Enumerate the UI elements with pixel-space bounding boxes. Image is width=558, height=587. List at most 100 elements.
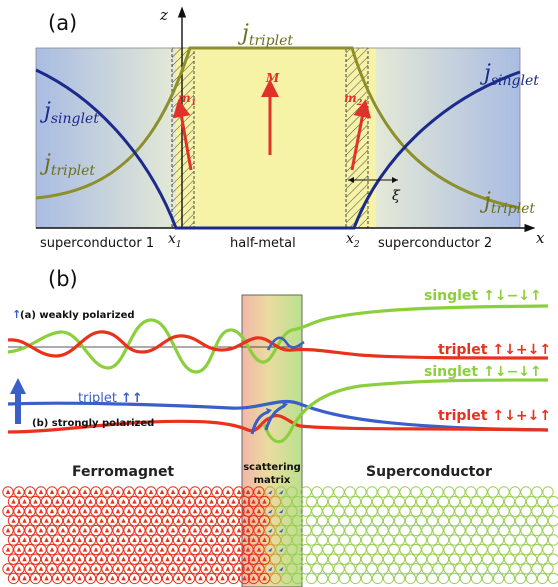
triplet-curve (35, 46, 521, 210)
spin-arrow-icon (262, 499, 267, 504)
ferro-atom (73, 515, 86, 527)
spin-arrow-icon (154, 556, 159, 562)
spin-arrow-icon (159, 547, 165, 552)
ferro-atom (101, 563, 113, 575)
spin-arrow-icon (55, 575, 60, 581)
spin-arrow-icon (49, 527, 55, 533)
sc-atom (344, 486, 356, 498)
spin-arrow-icon (279, 566, 284, 571)
ferro-atom (68, 505, 80, 517)
scattering-atom (275, 486, 287, 498)
ferro-atom (24, 524, 36, 537)
spin-arrow-icon (225, 489, 231, 494)
spin-arrow-icon (33, 518, 38, 523)
sc-atom (426, 515, 439, 527)
sc-atom (311, 486, 323, 498)
scattering-atom (269, 553, 282, 565)
ferro-atom (189, 486, 201, 498)
ferro-atom (194, 534, 207, 546)
spin-arrow-icon (214, 547, 220, 552)
spin-arrow-icon (22, 518, 27, 523)
sc-atom (437, 495, 450, 508)
ferro-atom (29, 572, 42, 585)
sc-atom (470, 572, 483, 585)
sc-atom (415, 534, 428, 546)
spin-arrow-icon (121, 518, 126, 523)
sc-atom (437, 515, 450, 527)
spin-arrow-icon (22, 556, 27, 562)
sc-atom (316, 515, 329, 527)
spin-arrow-icon (187, 518, 192, 523)
spin-arrow-icon (143, 575, 148, 581)
sc-atom (437, 553, 450, 565)
sc-atom (300, 486, 312, 498)
ferro-atom (216, 572, 229, 585)
scattering-atom (253, 505, 265, 517)
spin-arrow-icon (16, 547, 22, 552)
sc-atom (371, 553, 384, 565)
sc-atom (399, 505, 411, 517)
spin-arrow-icon (77, 537, 82, 542)
ferro-atom (62, 515, 75, 527)
sc-atom (360, 495, 373, 508)
ferro-atom (211, 505, 223, 517)
spin-arrow-icon (220, 499, 225, 504)
sc-atom (305, 495, 318, 508)
spin-arrow-icon (110, 518, 115, 523)
ferro-atom (150, 572, 163, 585)
spin-arrow-icon (181, 508, 187, 514)
ferro-atom (106, 534, 119, 546)
z-axis-label: z (159, 6, 168, 24)
ferro-atom (227, 495, 240, 508)
sc-atom (514, 534, 527, 546)
sc-atom (498, 563, 510, 575)
sc-atom (316, 553, 329, 565)
spin-arrow-icon (38, 547, 44, 552)
scattering-atom (291, 515, 304, 527)
ferro-atom (35, 543, 47, 556)
scattering-atom (242, 543, 254, 556)
ferro-atom (29, 553, 42, 565)
sc-atom (492, 572, 505, 585)
ferro-atom (29, 515, 42, 527)
ferro-atom (40, 495, 53, 508)
ferro-atom (7, 553, 20, 565)
ferro-atom (134, 505, 146, 517)
sc-atom (476, 563, 488, 575)
scattering-atom (247, 495, 260, 508)
ferro-atom (7, 515, 20, 527)
spin-arrow-icon (71, 547, 77, 552)
spin-arrow-icon (99, 556, 104, 562)
ferro-atom (156, 563, 168, 575)
sc-atom (470, 495, 483, 508)
sc-atom (355, 524, 367, 537)
sc-atom (536, 534, 549, 546)
spin-arrow-icon (192, 566, 198, 571)
scattering-atom (253, 543, 265, 556)
spin-arrow-icon (187, 556, 192, 562)
strong-blue-wave (7, 399, 549, 432)
spin-arrow-icon (209, 499, 214, 504)
sc-atom (443, 543, 455, 556)
strong-red-wave (7, 414, 549, 434)
spin-arrow-icon (121, 499, 126, 504)
scattering-atom (258, 572, 271, 585)
sc-atom (327, 572, 340, 585)
spin-arrow-icon (236, 527, 242, 533)
sc-atom (311, 524, 323, 537)
spin-arrow-icon (38, 566, 44, 571)
ferro-atom (156, 524, 168, 537)
scattering-atom (258, 553, 271, 565)
ferro-atom (178, 486, 190, 498)
scattering-atom (264, 563, 276, 575)
ferro-atom (62, 572, 75, 585)
sc-atom (415, 515, 428, 527)
sc-atom (316, 495, 329, 508)
ferro-atom (172, 553, 185, 565)
sc-atom (388, 543, 400, 556)
sc-atom (443, 563, 455, 575)
spin-arrow-icon (192, 527, 198, 533)
scattering-atom (253, 563, 265, 575)
sc-atom (509, 505, 521, 517)
sc-atom (338, 495, 351, 508)
